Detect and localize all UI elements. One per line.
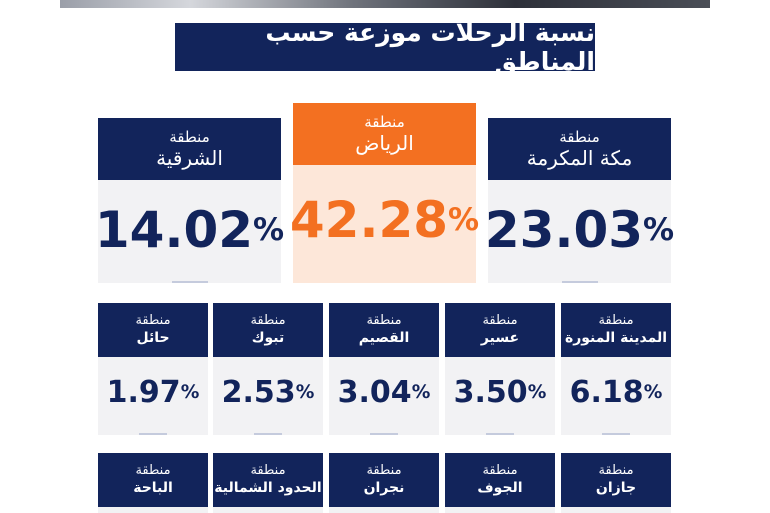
region-card-header: منطقة الشرقية (98, 118, 281, 180)
divider-tick (486, 433, 514, 435)
region-card-najran: منطقة نجران (329, 453, 439, 513)
percentage-value: 1.97 (106, 374, 181, 410)
header-photo-strip (60, 0, 710, 8)
divider-tick (561, 281, 598, 283)
region-word: منطقة (482, 313, 518, 328)
divider-tick (370, 433, 398, 435)
region-name: القصيم (358, 330, 410, 346)
region-card-madinah: منطقة المدينة المنورة 6.18% (561, 303, 671, 435)
region-percentage: 3.50% (445, 357, 555, 427)
region-card-header: منطقة حائل (98, 303, 208, 357)
region-word: منطقة (598, 463, 634, 478)
region-card-header: منطقة الحدود الشمالية (213, 453, 323, 507)
region-percentage: 1.97% (98, 357, 208, 427)
region-card-header: منطقة جازان (561, 453, 671, 507)
region-word: منطقة (169, 128, 210, 146)
percentage-value: 42.28 (289, 191, 449, 249)
percent-sign: % (411, 381, 431, 403)
region-card-header: منطقة تبوك (213, 303, 323, 357)
page-title: نسبة الرحلات موزعة حسب المناطق (175, 18, 595, 76)
percent-sign: % (295, 381, 315, 403)
percent-sign: % (253, 212, 285, 248)
region-card-asir: منطقة عسير 3.50% (445, 303, 555, 435)
region-name: الشرقية (156, 146, 223, 170)
region-percentage: 6.18% (561, 357, 671, 427)
region-percentage: 42.28% (289, 165, 480, 275)
percentage-value: 14.02 (94, 201, 254, 259)
region-card-riyadh: منطقة الرياض 42.28% (289, 103, 480, 283)
region-word: منطقة (135, 313, 171, 328)
region-percentage: 14.02% (94, 180, 285, 280)
region-word: منطقة (559, 128, 600, 146)
region-card-header: منطقة مكة المكرمة (488, 118, 671, 180)
percentage-value: 23.03 (484, 201, 644, 259)
percent-sign: % (643, 381, 663, 403)
percent-sign: % (527, 381, 547, 403)
region-card-northern-borders: منطقة الحدود الشمالية (213, 453, 323, 513)
region-card-qassim: منطقة القصيم 3.04% (329, 303, 439, 435)
region-name: الباحة (133, 480, 173, 496)
page-title-text: نسبة الرحلات موزعة حسب المناطق (265, 18, 595, 76)
percentage-value: 3.50 (453, 374, 528, 410)
region-name: الرياض (355, 131, 414, 155)
region-name: تبوك (251, 330, 285, 346)
region-name: الحدود الشمالية (214, 480, 322, 496)
region-word: منطقة (250, 463, 286, 478)
region-card-header: منطقة عسير (445, 303, 555, 357)
region-card-header: منطقة نجران (329, 453, 439, 507)
region-word: منطقة (366, 463, 402, 478)
percent-sign: % (448, 202, 480, 238)
region-card-header: منطقة الرياض (293, 103, 476, 165)
region-card-header: منطقة المدينة المنورة (561, 303, 671, 357)
divider-tick (254, 433, 282, 435)
region-card-jouf: منطقة الجوف (445, 453, 555, 513)
region-percentage: 23.03% (484, 180, 675, 280)
region-word: منطقة (135, 463, 171, 478)
percent-sign: % (643, 212, 675, 248)
region-name: الجوف (477, 480, 523, 496)
region-name: المدينة المنورة (564, 330, 668, 346)
region-percentage: 2.53% (213, 357, 323, 427)
region-word: منطقة (250, 313, 286, 328)
region-card-jazan: منطقة جازان (561, 453, 671, 513)
region-percentage: 3.04% (329, 357, 439, 427)
percent-sign: % (180, 381, 200, 403)
region-name: عسير (480, 330, 520, 346)
divider-tick (139, 433, 167, 435)
region-name: جازان (595, 480, 637, 496)
percentage-value: 2.53 (221, 374, 296, 410)
percentage-value: 6.18 (569, 374, 644, 410)
region-card-header: منطقة الجوف (445, 453, 555, 507)
region-word: منطقة (482, 463, 518, 478)
region-card-baha: منطقة الباحة (98, 453, 208, 513)
region-card-makkah: منطقة مكة المكرمة 23.03% (484, 118, 675, 283)
region-card-eastern: منطقة الشرقية 14.02% (94, 118, 285, 283)
region-word: منطقة (366, 313, 402, 328)
region-word: منطقة (364, 113, 405, 131)
region-card-header: منطقة القصيم (329, 303, 439, 357)
region-name: مكة المكرمة (526, 146, 633, 170)
percentage-value: 3.04 (337, 374, 412, 410)
region-name: نجران (363, 480, 405, 496)
region-card-hail: منطقة حائل 1.97% (98, 303, 208, 435)
region-card-header: منطقة الباحة (98, 453, 208, 507)
divider-tick (602, 433, 630, 435)
divider-tick (171, 281, 208, 283)
region-name: حائل (136, 330, 170, 346)
region-card-tabuk: منطقة تبوك 2.53% (213, 303, 323, 435)
region-word: منطقة (598, 313, 634, 328)
